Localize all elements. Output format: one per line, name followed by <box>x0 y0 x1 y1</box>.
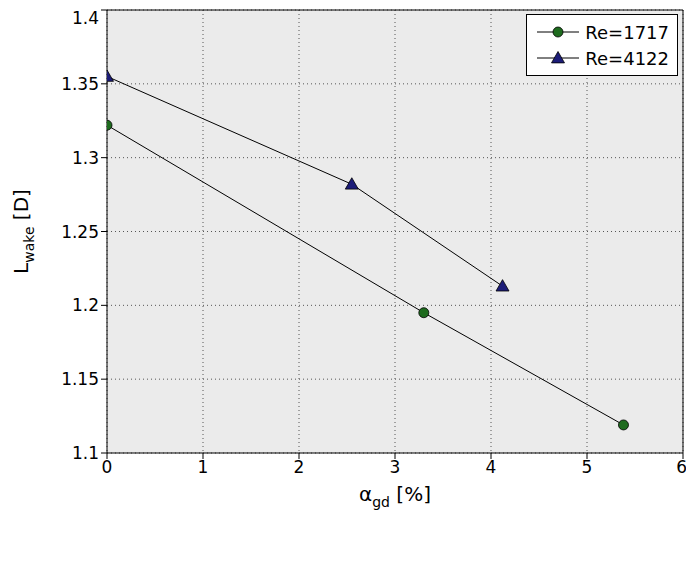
svg-text:1.15: 1.15 <box>61 369 99 389</box>
svg-text:2: 2 <box>294 457 305 477</box>
svg-text:1.2: 1.2 <box>72 295 99 315</box>
svg-text:6: 6 <box>676 457 686 477</box>
svg-text:1.4: 1.4 <box>72 8 99 28</box>
html-text:Re=1717: Re=1717 <box>585 21 669 43</box>
svg-text:1: 1 <box>198 457 209 477</box>
svg-text:1.3: 1.3 <box>72 148 99 168</box>
svg-text:1.35: 1.35 <box>61 74 99 94</box>
svg-text:Lwake [D]: Lwake [D] <box>9 189 37 274</box>
html-text:Re=4122: Re=4122 <box>585 47 669 69</box>
svg-text:3: 3 <box>390 457 401 477</box>
svg-text:5: 5 <box>582 457 593 477</box>
svg-text:αgd [%]: αgd [%] <box>359 482 431 510</box>
svg-text:1.1: 1.1 <box>72 443 99 463</box>
svg-text:1.25: 1.25 <box>61 222 99 242</box>
svg-text:0: 0 <box>102 457 113 477</box>
svg-text:4: 4 <box>486 457 497 477</box>
